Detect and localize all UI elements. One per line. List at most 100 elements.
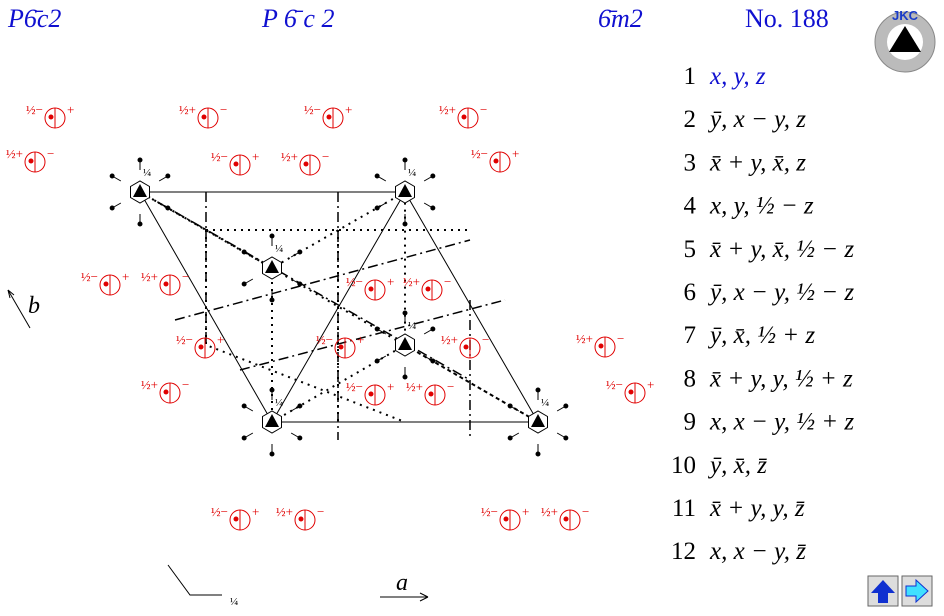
comma [368,391,374,397]
comma [503,516,509,522]
arrow-head [165,205,171,211]
height-label: ¼ [408,320,416,332]
arrow-head [297,249,303,255]
arrow-head [563,435,569,441]
arrow-head [269,233,275,239]
comma [425,286,431,292]
position-coords: x, y, z [709,63,766,90]
arrow-head [269,387,275,393]
comma [163,389,169,395]
comma [303,161,309,167]
marker-height: ½− [211,504,228,519]
triangle [398,337,412,350]
arrow-head [507,435,513,441]
arrow-head [297,435,303,441]
arrow-head [535,451,541,457]
position-number: 10 [671,452,696,479]
marker-height: ½− [26,102,43,117]
position-coords: ȳ, x − y, ½ − z [707,279,854,306]
marker-height: ½− [81,269,98,284]
position-coords: x̄ + y, x̄, ½ − z [709,236,854,263]
height-label: ¼ [541,397,549,409]
axes [7,289,429,602]
arrow-head [430,205,436,211]
comma [428,391,434,397]
marker-height: ½− [176,332,193,347]
marker-sign: + [252,504,259,519]
triangle [531,414,545,427]
comma [598,343,604,349]
comma [563,516,569,522]
comma [103,281,109,287]
position-number: 11 [672,495,696,522]
marker-sign: + [252,149,259,164]
marker-height: ½+ [576,331,593,346]
arrow-head [109,173,115,179]
marker-sign: − [322,149,329,164]
arrow-head [165,173,171,179]
marker-sign: + [357,332,364,347]
arrow-head [374,326,380,332]
arrow-head [374,358,380,364]
marker-height: ½+ [541,504,558,519]
triangle [265,260,279,273]
short-symbol: P6̄c2 [7,4,61,33]
marker-sign: − [482,332,489,347]
marker-sign: − [617,331,624,346]
arrow-head [137,221,143,227]
marker-sign: + [345,102,352,117]
marker-height: ½+ [179,102,196,117]
arrow-head [402,157,408,163]
position-coords: x, x − y, ½ + z [709,409,854,436]
marker-sign: − [447,379,454,394]
symmetry-arrows [109,157,569,457]
position-number: 8 [684,365,697,392]
marker-height: ½− [471,146,488,161]
comma [368,286,374,292]
height-label: ¼ [275,397,283,409]
marker-sign: + [512,146,519,161]
comma [463,344,469,350]
position-number: 1 [684,63,697,90]
marker-height: ½+ [141,377,158,392]
marker-sign: − [444,274,451,289]
comma [163,281,169,287]
marker-height: ½− [316,332,333,347]
comma [28,158,34,164]
position-number: 4 [684,193,697,220]
marker-height: ½+ [406,379,423,394]
marker-sign: − [480,102,487,117]
arrow-head [563,403,569,409]
marker-height: ½− [211,149,228,164]
marker-sign: + [387,379,394,394]
triangle [265,414,279,427]
triangle [398,184,412,197]
marker-height: ½− [346,379,363,394]
position-number: 7 [684,322,697,349]
position-coords: ȳ, x̄, z̄ [707,452,768,479]
position-coords: x, y, ½ − z [709,193,814,220]
marker-sign: − [582,504,589,519]
position-number: 6 [684,279,697,306]
origin-height: ¼ [230,596,238,608]
cell [139,191,539,440]
equivalent-positions: ½− + ½+ − ½− + ½+ − ½+ − ½− + ½+ − ½− + ½− + ½+ − ½− + ½+ − ½− + ½… [6,102,654,531]
position-number: 5 [684,236,697,263]
position-number: 3 [684,149,697,176]
marker-height: ½− [304,102,321,117]
marker-height: ½− [606,377,623,392]
position-number: 12 [671,538,696,565]
nav[interactable] [867,575,933,607]
axis-a-label: a [396,570,408,596]
position-coords: ȳ, x − y, z [707,106,806,133]
comma [493,158,499,164]
marker-height: ½+ [276,504,293,519]
arrow-head [297,281,303,287]
position-coords: x, x − y, z̄ [709,538,807,565]
arrow-head [507,403,513,409]
comma [461,114,467,120]
arrow-head [269,297,275,303]
position-coords: x̄ + y, x̄, z [709,149,806,176]
arrow-head [402,221,408,227]
comma [48,114,54,120]
